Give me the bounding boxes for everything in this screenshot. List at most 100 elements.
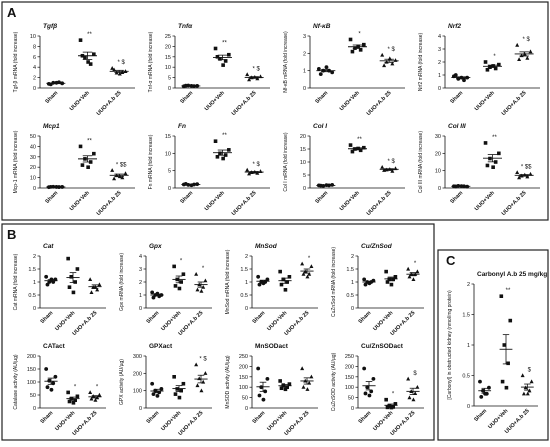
data-point bbox=[478, 379, 482, 384]
data-point bbox=[382, 63, 387, 68]
y-axis-label: Col III mRNA (fold increase) bbox=[418, 131, 424, 193]
data-point bbox=[75, 394, 80, 399]
data-point bbox=[221, 156, 225, 161]
data-point bbox=[305, 387, 310, 391]
x-tick-label: Sham bbox=[358, 410, 373, 425]
data-point bbox=[71, 401, 76, 405]
y-axis-label: Nf-κB mRNA (fold increase) bbox=[283, 31, 289, 93]
panel-label: A bbox=[7, 5, 17, 20]
data-point bbox=[502, 343, 507, 347]
significance-label: * bbox=[180, 258, 183, 264]
data-point bbox=[415, 385, 420, 389]
y-tick-label: 0 bbox=[351, 406, 354, 412]
data-point bbox=[227, 52, 231, 57]
data-point bbox=[53, 374, 58, 379]
data-point bbox=[362, 277, 367, 282]
significance-label: * bbox=[202, 266, 205, 272]
y-tick-label: 100 bbox=[133, 389, 142, 395]
y-tick-label: 5 bbox=[168, 76, 171, 82]
data-point bbox=[218, 57, 222, 61]
data-point bbox=[151, 295, 156, 300]
x-tick-label: Sham bbox=[314, 90, 329, 105]
data-point bbox=[483, 141, 488, 145]
y-tick-label: 8 bbox=[33, 44, 36, 50]
significance-label: $ bbox=[528, 368, 532, 374]
y-tick-label: 10 bbox=[300, 160, 306, 166]
significance-label: * $ bbox=[387, 159, 395, 165]
y-tick-label: 10 bbox=[165, 65, 171, 71]
data-point bbox=[350, 149, 355, 154]
y-tick-label: 4 bbox=[33, 65, 36, 71]
data-point bbox=[245, 167, 250, 172]
data-point bbox=[407, 274, 412, 279]
y-axis-label: Fn mRNA (fold increase) bbox=[148, 134, 154, 189]
y-axis-label: CuZnSod mRNA (fold increase) bbox=[331, 247, 337, 317]
chart-title: Col III bbox=[448, 123, 466, 130]
y-tick-label: 0.5 bbox=[28, 293, 36, 299]
data-point bbox=[390, 168, 395, 173]
significance-label: ** bbox=[87, 138, 92, 144]
y-tick-label: 1 bbox=[245, 280, 248, 286]
significance-label: * bbox=[74, 384, 77, 390]
data-point bbox=[172, 264, 176, 269]
y-tick-label: 15 bbox=[165, 134, 171, 140]
significance-label: * bbox=[96, 384, 99, 390]
data-point bbox=[520, 373, 525, 378]
data-point bbox=[393, 402, 398, 406]
x-tick-label: UUO+A.b 25 bbox=[96, 90, 123, 117]
y-tick-label: 50 bbox=[242, 396, 248, 402]
y-tick-label: 1 bbox=[303, 69, 306, 75]
data-point bbox=[95, 287, 100, 292]
y-tick-label: 5 bbox=[303, 173, 306, 179]
x-tick-label: Sham bbox=[179, 90, 194, 105]
data-point bbox=[279, 282, 284, 287]
data-point bbox=[195, 383, 200, 388]
y-tick-label: 2 bbox=[303, 51, 306, 57]
data-point bbox=[316, 67, 321, 71]
x-tick-label: Sham bbox=[314, 190, 329, 205]
data-point bbox=[389, 282, 394, 287]
y-tick-label: 20 bbox=[435, 151, 441, 157]
x-tick-label: UUO+A.b 25 bbox=[231, 190, 258, 217]
x-tick-label: Sham bbox=[473, 408, 488, 423]
data-point bbox=[69, 275, 74, 279]
y-tick-label: 1.5 bbox=[240, 267, 248, 273]
data-point bbox=[83, 56, 87, 60]
x-tick-label: UUO+Veh bbox=[69, 90, 92, 113]
data-point bbox=[363, 391, 368, 396]
y-tick-label: 2 bbox=[33, 254, 36, 260]
x-tick-label: Sham bbox=[449, 90, 464, 105]
data-point bbox=[117, 71, 122, 76]
y-tick-label: 3 bbox=[438, 47, 441, 53]
data-point bbox=[281, 277, 286, 282]
data-point bbox=[93, 398, 98, 402]
data-point bbox=[261, 397, 266, 402]
y-tick-label: 5 bbox=[168, 169, 171, 175]
y-tick-label: 1.5 bbox=[462, 313, 470, 319]
data-point bbox=[367, 393, 372, 398]
data-point bbox=[49, 387, 54, 392]
y-tick-label: 50 bbox=[30, 134, 36, 140]
y-tick-label: 0 bbox=[438, 86, 441, 92]
data-point bbox=[86, 165, 90, 169]
y-tick-label: 200 bbox=[27, 354, 36, 360]
significance-label: * bbox=[308, 256, 311, 262]
panel-label: B bbox=[7, 227, 16, 242]
x-tick-label: Sham bbox=[358, 310, 373, 325]
data-point bbox=[358, 48, 363, 52]
data-point bbox=[247, 77, 252, 82]
significance-label: * $ bbox=[199, 357, 207, 363]
y-tick-label: 1 bbox=[467, 343, 470, 349]
significance-label: * bbox=[414, 261, 417, 267]
y-tick-label: 0 bbox=[33, 86, 36, 92]
y-tick-label: 0.5 bbox=[346, 293, 354, 299]
data-point bbox=[515, 42, 520, 47]
y-tick-label: 2 bbox=[438, 60, 441, 66]
y-tick-label: 2 bbox=[351, 254, 354, 260]
data-point bbox=[97, 282, 102, 287]
y-axis-label: Cat mRNA (fold increase) bbox=[13, 253, 19, 310]
data-point bbox=[110, 168, 115, 172]
data-point bbox=[151, 392, 156, 397]
y-axis-label: Gpx mRNA (fold increase) bbox=[119, 253, 125, 311]
data-point bbox=[483, 60, 488, 64]
